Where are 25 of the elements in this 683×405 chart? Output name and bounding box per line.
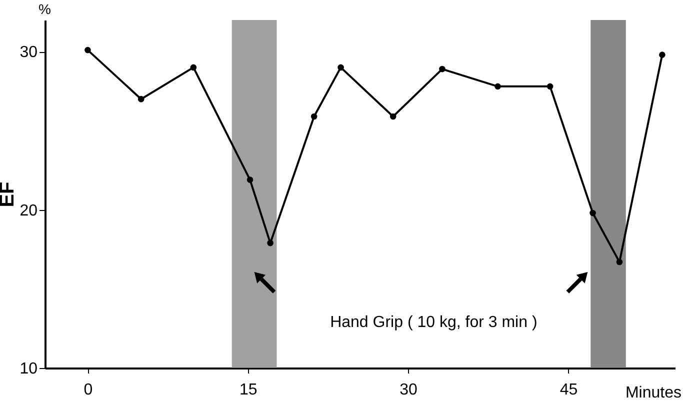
- y-tick-label: 30: [20, 44, 38, 62]
- y-tick-label: 10: [20, 360, 38, 378]
- y-axis-title: EF: [0, 182, 19, 208]
- point: [616, 258, 623, 266]
- x-axis-title: Minutes: [625, 384, 682, 402]
- text: %: [38, 1, 51, 17]
- point: [267, 240, 274, 246]
- point: [390, 113, 396, 120]
- annotation: Hand Grip ( 10 kg, for 3 min ): [330, 314, 538, 331]
- point: [439, 66, 446, 72]
- point: [546, 83, 554, 90]
- point: [659, 52, 666, 58]
- point: [590, 210, 596, 216]
- point: [246, 176, 254, 183]
- point: [138, 96, 144, 102]
- point: [494, 83, 501, 90]
- point: [190, 64, 197, 71]
- x-tick-label: 15: [239, 382, 258, 398]
- point: [84, 46, 91, 54]
- point: [338, 64, 344, 71]
- x-tick-label: 0: [84, 382, 93, 398]
- x-tick-label: 45: [560, 382, 578, 398]
- point: [310, 113, 318, 120]
- y-tick-label: 20: [20, 202, 38, 220]
- x-tick-label: 30: [400, 382, 418, 398]
